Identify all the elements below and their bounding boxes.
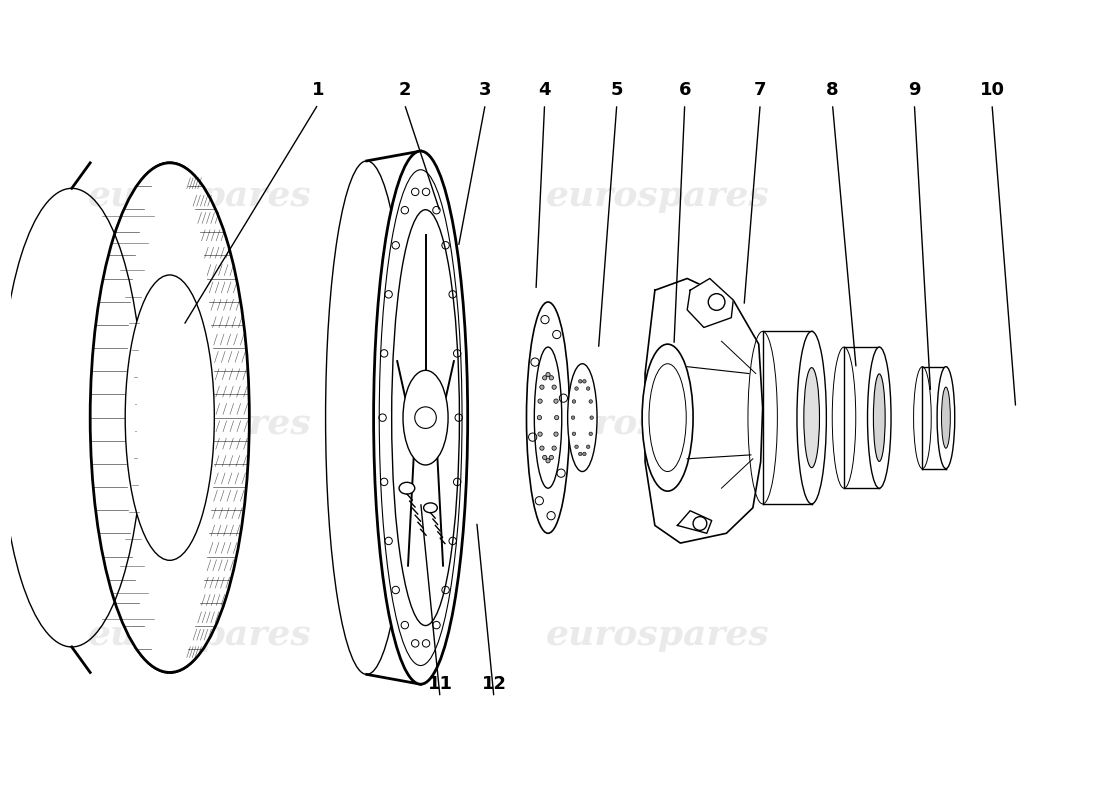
Text: eurospares: eurospares xyxy=(546,179,770,213)
Circle shape xyxy=(586,386,590,390)
Circle shape xyxy=(575,386,579,390)
Polygon shape xyxy=(762,331,812,504)
Ellipse shape xyxy=(748,331,778,504)
Text: 7: 7 xyxy=(754,82,767,99)
Text: 3: 3 xyxy=(480,82,492,99)
Ellipse shape xyxy=(535,347,562,488)
Ellipse shape xyxy=(568,364,597,471)
Polygon shape xyxy=(844,347,879,488)
Circle shape xyxy=(583,452,586,456)
Ellipse shape xyxy=(403,370,448,465)
Text: 2: 2 xyxy=(398,82,410,99)
Text: 1: 1 xyxy=(312,82,324,99)
Polygon shape xyxy=(688,278,734,327)
Circle shape xyxy=(554,415,559,420)
Ellipse shape xyxy=(424,503,438,513)
Circle shape xyxy=(590,416,593,419)
Ellipse shape xyxy=(379,170,462,666)
Circle shape xyxy=(572,400,575,403)
Text: eurospares: eurospares xyxy=(546,406,770,441)
Ellipse shape xyxy=(873,374,886,462)
Circle shape xyxy=(579,452,582,456)
Text: 12: 12 xyxy=(482,675,506,693)
Circle shape xyxy=(537,415,541,420)
Circle shape xyxy=(572,432,575,435)
Circle shape xyxy=(552,446,557,450)
Ellipse shape xyxy=(91,163,248,673)
Polygon shape xyxy=(645,278,762,543)
Circle shape xyxy=(415,407,437,429)
Ellipse shape xyxy=(642,344,693,491)
Text: 5: 5 xyxy=(610,82,623,99)
Ellipse shape xyxy=(914,366,932,469)
Text: 8: 8 xyxy=(826,82,838,99)
Ellipse shape xyxy=(326,161,408,674)
Ellipse shape xyxy=(392,210,460,626)
Ellipse shape xyxy=(374,151,467,684)
Circle shape xyxy=(554,399,558,403)
Ellipse shape xyxy=(125,275,214,560)
Ellipse shape xyxy=(804,368,820,468)
Circle shape xyxy=(552,385,557,390)
Polygon shape xyxy=(923,366,946,469)
Circle shape xyxy=(583,379,586,383)
Ellipse shape xyxy=(90,163,250,673)
Circle shape xyxy=(586,445,590,449)
Text: eurospares: eurospares xyxy=(546,618,770,652)
Ellipse shape xyxy=(527,302,570,534)
Circle shape xyxy=(588,400,593,403)
Circle shape xyxy=(540,446,544,450)
Text: 9: 9 xyxy=(909,82,921,99)
Circle shape xyxy=(540,385,544,390)
Text: eurospares: eurospares xyxy=(88,406,311,441)
Circle shape xyxy=(538,432,542,436)
Circle shape xyxy=(579,379,582,383)
Polygon shape xyxy=(678,510,712,534)
Text: eurospares: eurospares xyxy=(88,618,311,652)
Text: 10: 10 xyxy=(979,82,1004,99)
Circle shape xyxy=(549,376,553,380)
Circle shape xyxy=(546,458,550,463)
Ellipse shape xyxy=(399,482,415,494)
Ellipse shape xyxy=(868,347,891,488)
Ellipse shape xyxy=(833,347,856,488)
Circle shape xyxy=(542,455,547,460)
Circle shape xyxy=(575,445,579,449)
Circle shape xyxy=(571,416,575,419)
Text: 11: 11 xyxy=(428,675,452,693)
Text: 6: 6 xyxy=(679,82,691,99)
Circle shape xyxy=(554,432,558,436)
Ellipse shape xyxy=(798,331,826,504)
Circle shape xyxy=(588,432,593,435)
Ellipse shape xyxy=(942,387,950,448)
Circle shape xyxy=(549,455,553,460)
Circle shape xyxy=(538,399,542,403)
Text: eurospares: eurospares xyxy=(88,179,311,213)
Text: 4: 4 xyxy=(538,82,551,99)
Circle shape xyxy=(542,376,547,380)
Circle shape xyxy=(546,372,550,377)
Ellipse shape xyxy=(937,366,955,469)
